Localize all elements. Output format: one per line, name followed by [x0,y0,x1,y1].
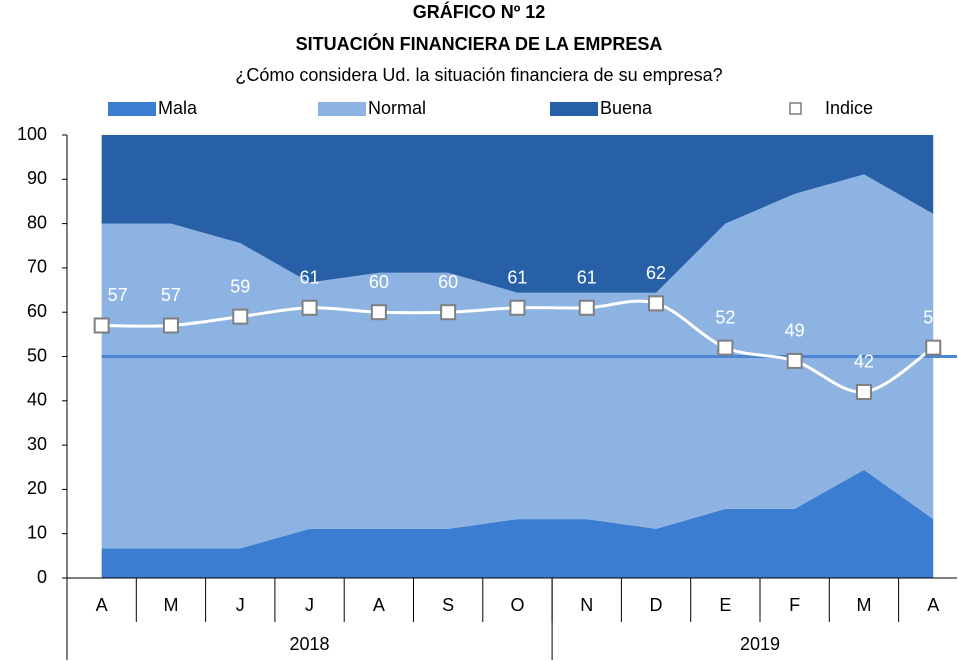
x-tick-label: S [442,595,454,615]
area [101,469,934,578]
y-tick-label: 30 [27,434,47,454]
index-marker [786,352,803,369]
legend-swatch [550,102,598,116]
index-marker [370,304,387,321]
area [101,135,934,293]
data-label: 57 [108,285,128,305]
data-label: 62 [646,263,666,283]
index-marker [93,317,110,334]
index-marker [648,295,665,312]
index-marker [162,317,179,334]
data-label: 61 [507,268,527,288]
y-tick-label: 50 [27,345,47,365]
x-tick-label: J [305,595,314,615]
legend-marker [789,102,802,115]
legend-label: Buena [600,98,653,118]
y-tick-label: 90 [27,168,47,188]
group-label: 2019 [740,634,780,654]
chart-question: ¿Cómo considera Ud. la situación financi… [235,65,722,85]
y-tick-label: 70 [27,257,47,277]
x-tick-label: J [236,595,245,615]
data-label: 60 [369,272,389,292]
y-tick-label: 80 [27,212,47,232]
x-tick-label: F [789,595,800,615]
data-label: 49 [785,321,805,341]
x-tick-label: A [927,595,939,615]
data-label: 42 [854,352,874,372]
x-tick-label: A [96,595,108,615]
x-tick-label: M [856,595,871,615]
chart-subtitle: SITUACIÓN FINANCIERA DE LA EMPRESA [296,33,663,54]
legend-label: Indice [825,98,873,118]
x-tick-label: E [719,595,731,615]
x-tick-label: M [163,595,178,615]
y-tick-label: 100 [17,124,47,144]
index-marker [301,299,318,316]
data-label: 60 [438,272,458,292]
y-tick-label: 20 [27,478,47,498]
y-tick-label: 10 [27,522,47,542]
data-label: 59 [230,276,250,296]
x-tick-label: D [650,595,663,615]
index-marker [440,304,457,321]
legend-label: Mala [158,98,198,118]
index-marker [855,383,872,400]
x-tick-label: A [373,595,385,615]
index-marker [925,339,942,356]
chart-title: GRÁFICO Nº 12 [413,1,546,22]
x-tick-label: N [580,595,593,615]
legend-swatch [108,102,156,116]
group-label: 2018 [290,634,330,654]
area [101,174,934,549]
index-marker [232,308,249,325]
legend-swatch [318,102,366,116]
data-label: 57 [161,285,181,305]
y-tick-label: 40 [27,390,47,410]
index-marker [578,299,595,316]
data-label: 52 [923,307,943,327]
index-marker [717,339,734,356]
data-label: 61 [577,268,597,288]
data-label: 61 [300,268,320,288]
y-tick-label: 60 [27,301,47,321]
x-tick-label: O [510,595,524,615]
index-marker [509,299,526,316]
y-tick-label: 0 [37,567,47,587]
legend-label: Normal [368,98,426,118]
data-label: 52 [715,307,735,327]
